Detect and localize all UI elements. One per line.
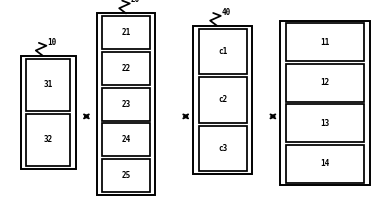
Bar: [286, 145, 364, 183]
Text: 40: 40: [221, 8, 231, 17]
Bar: [199, 77, 247, 123]
Text: c1: c1: [218, 47, 227, 56]
Text: 31: 31: [44, 80, 53, 89]
Text: 25: 25: [121, 171, 131, 180]
Text: c2: c2: [218, 95, 227, 104]
Bar: [26, 114, 70, 166]
Bar: [199, 29, 247, 74]
Bar: [199, 126, 247, 171]
Text: 13: 13: [320, 119, 330, 128]
Bar: [97, 13, 155, 195]
Text: 10: 10: [47, 38, 56, 47]
Text: 24: 24: [121, 135, 131, 144]
Bar: [102, 16, 150, 49]
Text: 32: 32: [44, 135, 53, 144]
Bar: [286, 104, 364, 142]
Bar: [102, 159, 150, 192]
Text: 23: 23: [121, 99, 131, 109]
Text: c3: c3: [218, 144, 227, 153]
Bar: [102, 52, 150, 85]
Text: 21: 21: [121, 28, 131, 37]
Bar: [102, 88, 150, 121]
Bar: [286, 23, 364, 61]
Bar: [286, 64, 364, 102]
Text: 20: 20: [130, 0, 140, 5]
Text: 11: 11: [320, 38, 330, 47]
Text: 22: 22: [121, 64, 131, 73]
Bar: [193, 26, 252, 174]
Bar: [21, 56, 76, 169]
Bar: [102, 123, 150, 156]
Text: 12: 12: [320, 78, 330, 87]
Text: 14: 14: [320, 159, 330, 168]
Bar: [26, 59, 70, 111]
Bar: [280, 21, 370, 185]
